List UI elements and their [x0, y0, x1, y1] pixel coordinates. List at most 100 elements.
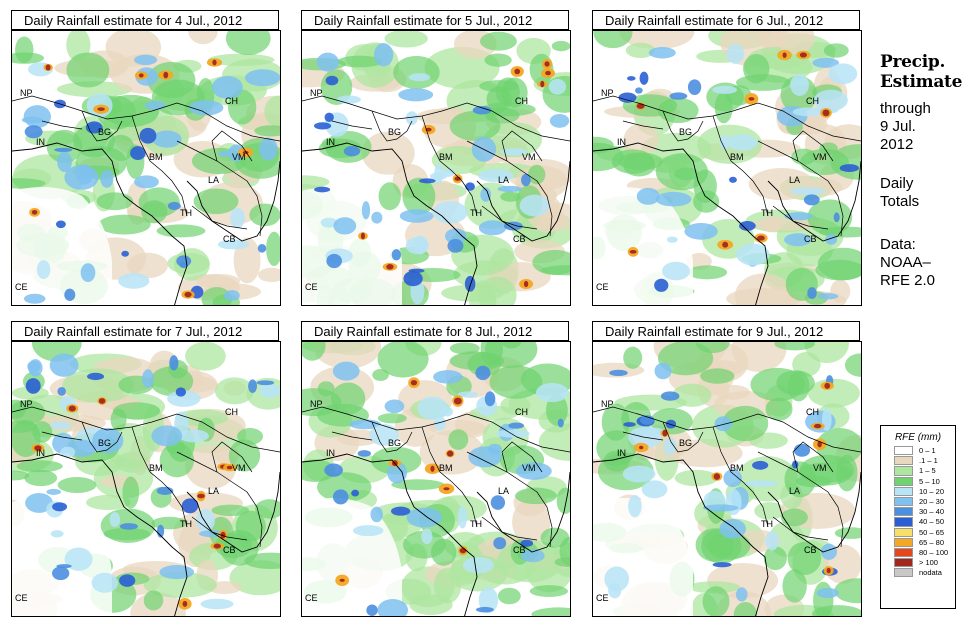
country-label-ce: CE: [305, 282, 318, 292]
rainfall-patch: [91, 572, 119, 593]
country-label-vm: VM: [232, 152, 246, 162]
panel-title: Daily Rainfall estimate for 5 Jul., 2012: [301, 10, 569, 30]
map-canvas: [593, 31, 861, 305]
rainfall-patch: [212, 59, 217, 66]
rainfall-patch: [254, 125, 280, 137]
rainfall-patch: [134, 54, 158, 66]
rainfall-patch: [324, 463, 343, 477]
legend-label: 30 – 40: [919, 507, 945, 517]
rainfall-patch: [249, 203, 280, 227]
rainfall-patch: [163, 71, 169, 79]
rainfall-patch: [425, 127, 432, 132]
rainfall-patch: [448, 429, 469, 450]
rainfall-patch: [50, 530, 64, 538]
country-border: [211, 130, 253, 162]
rainfall-patch: [529, 585, 569, 598]
rainfall-patch: [64, 288, 76, 301]
rainfall-patch: [554, 556, 570, 568]
legend-swatch: [894, 527, 913, 537]
rainfall-patch: [337, 55, 383, 68]
rainfall-patch: [472, 105, 492, 115]
country-border: [501, 130, 543, 162]
rainfall-patch: [257, 243, 267, 253]
rainfall-patch: [782, 52, 787, 58]
rainfall-patch: [487, 443, 502, 455]
rainfall-patch: [726, 134, 758, 151]
rainfall-patch: [384, 31, 428, 48]
rainfall-patch: [25, 493, 53, 513]
rainfall-patch: [156, 524, 165, 538]
rainfall-patch: [464, 275, 476, 292]
rainfall-patch: [405, 111, 418, 125]
rainfall-patch: [535, 382, 569, 403]
rainfall-patch: [226, 465, 233, 470]
rainfall-patch: [490, 495, 506, 510]
country-label-in: IN: [36, 448, 45, 458]
country-label-bm: BM: [730, 152, 744, 162]
rainfall-patch: [421, 528, 433, 545]
country-border: [191, 205, 248, 230]
rainfall-patch: [214, 377, 255, 405]
rainfall-patch: [314, 186, 331, 193]
country-border: [371, 110, 413, 142]
rainfall-patch: [391, 249, 402, 261]
rainfall-patch: [465, 182, 475, 191]
rainfall-patch: [744, 480, 779, 487]
coastline: [476, 471, 570, 553]
rainfall-patch: [386, 263, 394, 270]
rainfall-patch: [765, 531, 779, 551]
rainfall-patch: [233, 237, 261, 284]
rainfall-patch: [351, 489, 360, 497]
rainfall-patch: [666, 236, 678, 243]
rainfall-patch: [357, 450, 371, 457]
rainfall-patch: [229, 560, 280, 596]
rainfall-patch: [807, 378, 860, 408]
rainfall-patch: [654, 362, 672, 380]
rainfall-patch: [96, 192, 134, 211]
date-line-2: 2012: [880, 136, 914, 153]
rainfall-patch: [302, 175, 330, 189]
rainfall-patch: [122, 476, 140, 509]
legend-swatch: [894, 547, 913, 558]
rainfall-patch: [775, 31, 815, 55]
legend-label: 5 – 10: [919, 476, 940, 486]
rainfall-map: NP IN BG CH BM VM LA TH CB CE: [592, 341, 862, 617]
bay-of-bengal: [12, 498, 112, 616]
country-label-in: IN: [36, 137, 45, 147]
rainfall-patch: [514, 68, 521, 75]
rainfall-patch: [302, 388, 342, 417]
legend-item: 5 – 10: [881, 476, 955, 487]
country-label-la: LA: [498, 486, 510, 496]
legend-swatch: [894, 486, 913, 496]
coastline: [12, 453, 188, 616]
country-border: [712, 115, 769, 217]
rainfall-patch: [792, 351, 821, 377]
country-label-bg: BG: [388, 438, 402, 448]
rainfall-patch: [609, 369, 628, 377]
rainfall-patch: [193, 188, 239, 215]
rainfall-patch: [521, 173, 531, 187]
coastline: [767, 160, 861, 242]
rainfall-patch: [828, 63, 858, 85]
country-label-in: IN: [617, 448, 626, 458]
rainfall-patch: [782, 569, 807, 603]
sidebar-totals-block: Daily Totals: [880, 175, 919, 211]
rainfall-patch: [360, 232, 365, 240]
rainfall-patch: [798, 462, 852, 483]
country-border: [481, 516, 538, 541]
rainfall-patch: [545, 394, 568, 426]
rainfall-patch: [353, 525, 384, 537]
country-label-th: TH: [470, 208, 482, 218]
rainfall-patch: [377, 413, 407, 424]
rainfall-patch: [608, 583, 622, 599]
rainfall-patch: [31, 209, 38, 215]
legend-label: 65 – 80: [919, 537, 945, 547]
rainfall-patch: [182, 600, 188, 607]
country-label-ch: CH: [515, 407, 528, 417]
rainfall-patch: [302, 342, 326, 361]
country-border: [662, 421, 704, 453]
rainfall-patch: [454, 176, 461, 181]
rainfall-patch: [672, 383, 712, 407]
rainfall-patch: [789, 187, 825, 196]
rainfall-patch: [410, 380, 418, 386]
